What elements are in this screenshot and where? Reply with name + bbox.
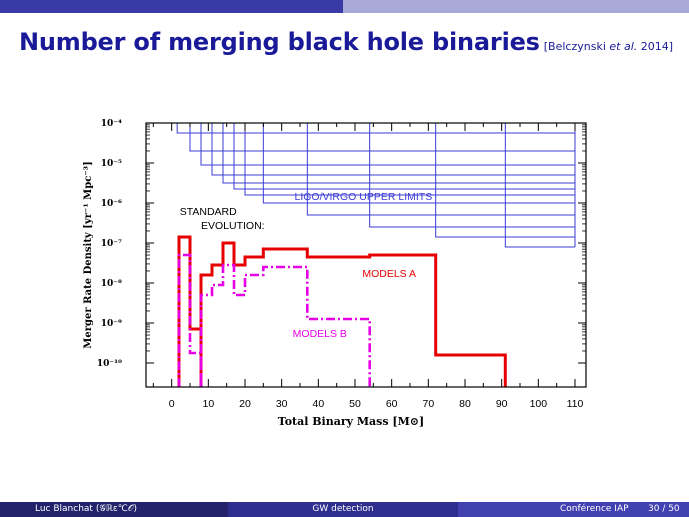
header-bar-dark (0, 0, 343, 13)
y-tick-label: 10⁻⁵ (101, 159, 122, 169)
models-a-line-2 (199, 241, 507, 387)
header-bar (0, 0, 689, 13)
y-tick-labels: 10⁻⁴ 10⁻⁵ 10⁻⁶ 10⁻⁷ 10⁻⁸ 10⁻⁹ 10⁻¹⁰ (97, 119, 122, 369)
x-tick-label: 60 (386, 398, 398, 410)
slide-title-text: Number of merging black hole binaries (19, 28, 540, 56)
footer-talk: GW detection (312, 504, 374, 514)
standard-evolution-label-2: EVOLUTION: (201, 220, 265, 232)
y-tick-label: 10⁻⁶ (101, 199, 122, 209)
x-axis-label: Total Binary Mass [M⊙] (278, 415, 424, 428)
slide-title: Number of merging black hole binaries [Be… (19, 28, 673, 56)
axis-ticks (146, 122, 586, 387)
upper-limit-step-10 (369, 123, 575, 228)
footer-talk-section: GW detection (228, 502, 458, 517)
x-tick-label: 0 (169, 398, 175, 410)
upper-limit-step-3 (200, 123, 575, 166)
citation: [Belczynski et al. 2014] (544, 40, 673, 53)
footer-author: Luc Blanchat (𝒢ℝε℃𝒪) (35, 504, 138, 514)
upper-limits-layer (176, 123, 576, 248)
footer-author-section: Luc Blanchat (𝒢ℝε℃𝒪) (0, 502, 228, 517)
citation-suffix: 2014] (637, 40, 674, 53)
header-bar-light (343, 0, 689, 13)
upper-limit-step-8 (262, 123, 575, 204)
x-tick-label: 90 (496, 398, 508, 410)
x-tick-label: 70 (422, 398, 434, 410)
citation-prefix: [Belczynski (543, 40, 610, 53)
upper-limit-step-5 (222, 123, 575, 184)
upper-limit-step-9 (306, 123, 575, 216)
footer-bar: Luc Blanchat (𝒢ℝε℃𝒪) GW detection Confér… (0, 502, 689, 517)
upper-limit-step-1 (176, 123, 575, 134)
citation-etal: et al. (609, 40, 638, 53)
y-tick-label: 10⁻⁸ (101, 279, 122, 289)
x-tick-label: 80 (459, 398, 471, 410)
x-tick-labels: 0 10 20 30 40 50 60 70 80 90 100 110 (169, 398, 584, 410)
upper-limit-step-7 (244, 123, 575, 196)
upper-limit-step-4 (211, 123, 575, 176)
upper-limit-step-12 (504, 123, 575, 248)
y-axis-label: Merger Rate Density [yr⁻¹ Mpc⁻³] (83, 161, 94, 348)
y-tick-label: 10⁻⁹ (101, 319, 122, 329)
model-series-layer (177, 235, 507, 387)
x-tick-label: 20 (239, 398, 251, 410)
models-b-line-2 (199, 263, 371, 387)
x-tick-label: 100 (530, 398, 548, 410)
models-a-label: MODELS A (362, 268, 416, 280)
upper-limit-step-6 (233, 123, 575, 190)
x-tick-label: 40 (312, 398, 324, 410)
upper-limit-step-11 (435, 123, 575, 238)
y-tick-label: 10⁻⁴ (101, 119, 122, 129)
upper-limits-annotation: LIGO/VIRGO UPPER LIMITS (295, 191, 433, 203)
footer-venue-section: Conférence IAP 30 / 50 (458, 502, 689, 517)
x-tick-label: 10 (202, 398, 214, 410)
models-b-label: MODELS B (293, 328, 347, 340)
y-tick-label: 10⁻⁷ (101, 239, 122, 249)
footer-page: 30 / 50 (648, 504, 680, 514)
y-tick-label: 10⁻¹⁰ (97, 359, 122, 369)
x-tick-label: 110 (567, 398, 584, 410)
footer-venue: Conférence IAP (560, 504, 629, 514)
x-tick-label: 50 (349, 398, 361, 410)
standard-evolution-label-1: STANDARD (180, 206, 237, 218)
upper-limit-step-2 (189, 123, 575, 152)
models-b-line-1 (177, 253, 203, 387)
x-tick-label: 30 (276, 398, 288, 410)
